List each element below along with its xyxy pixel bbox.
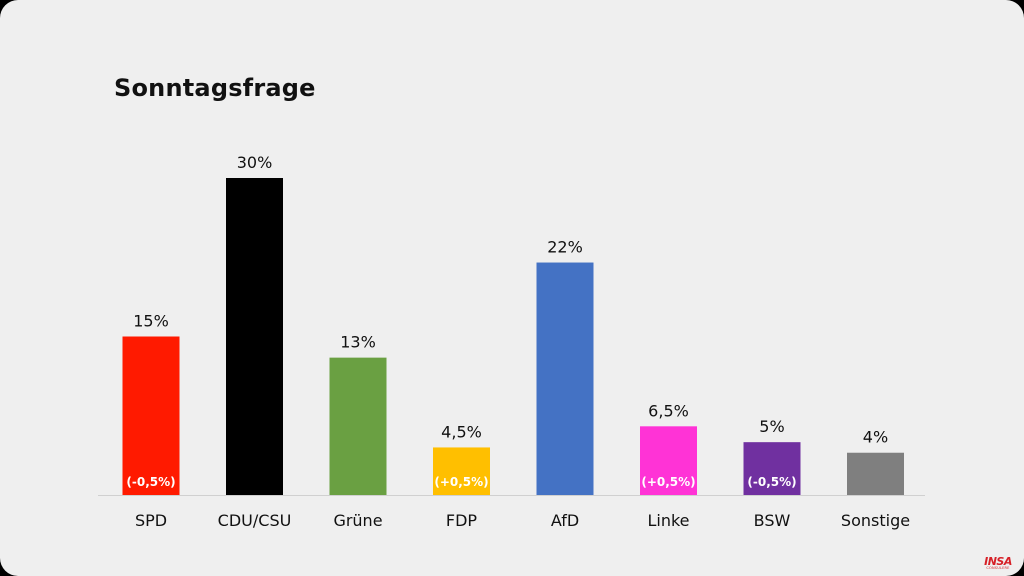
chart-title: Sonntagsfrage bbox=[114, 74, 316, 102]
bar-change-label: (-0,5%) bbox=[747, 475, 796, 489]
x-tick-label: SPD bbox=[135, 511, 167, 530]
bar-afd bbox=[536, 262, 594, 495]
x-tick-label: CDU/CSU bbox=[218, 511, 292, 530]
bar-spd bbox=[122, 336, 180, 495]
bar-sonstige bbox=[847, 452, 904, 495]
bar-linke bbox=[640, 426, 697, 495]
logo-subline: CONSULERE bbox=[986, 565, 1010, 570]
bar-value-label: 13% bbox=[340, 333, 376, 352]
bar-value-label: 4% bbox=[863, 428, 888, 447]
bar-change-label: (-0,5%) bbox=[126, 475, 175, 489]
bar-cdu-csu bbox=[226, 178, 283, 495]
bar-change-label: (+0,5%) bbox=[641, 475, 695, 489]
bar-value-label: 6,5% bbox=[648, 401, 689, 420]
x-tick-label: FDP bbox=[446, 511, 478, 530]
x-tick-label: Sonstige bbox=[841, 511, 910, 530]
x-tick-label: Linke bbox=[647, 511, 689, 530]
x-tick-label: BSW bbox=[754, 511, 791, 530]
bar-value-label: 15% bbox=[133, 312, 169, 331]
insa-logo: INSA CONSULERE bbox=[982, 556, 1014, 571]
bar-value-label: 4,5% bbox=[441, 422, 482, 441]
bar-value-label: 5% bbox=[759, 417, 784, 436]
bar-bsw bbox=[743, 442, 801, 495]
bar-fdp bbox=[433, 447, 490, 495]
bar-value-label: 22% bbox=[547, 238, 583, 257]
bar-change-label: (+0,5%) bbox=[434, 475, 488, 489]
bar-value-label: 30% bbox=[237, 153, 273, 172]
x-tick-label: Grüne bbox=[333, 511, 382, 530]
x-tick-label: AfD bbox=[551, 511, 579, 530]
logo-wordmark: INSA bbox=[984, 554, 1012, 568]
bar-gr-ne bbox=[329, 357, 387, 495]
